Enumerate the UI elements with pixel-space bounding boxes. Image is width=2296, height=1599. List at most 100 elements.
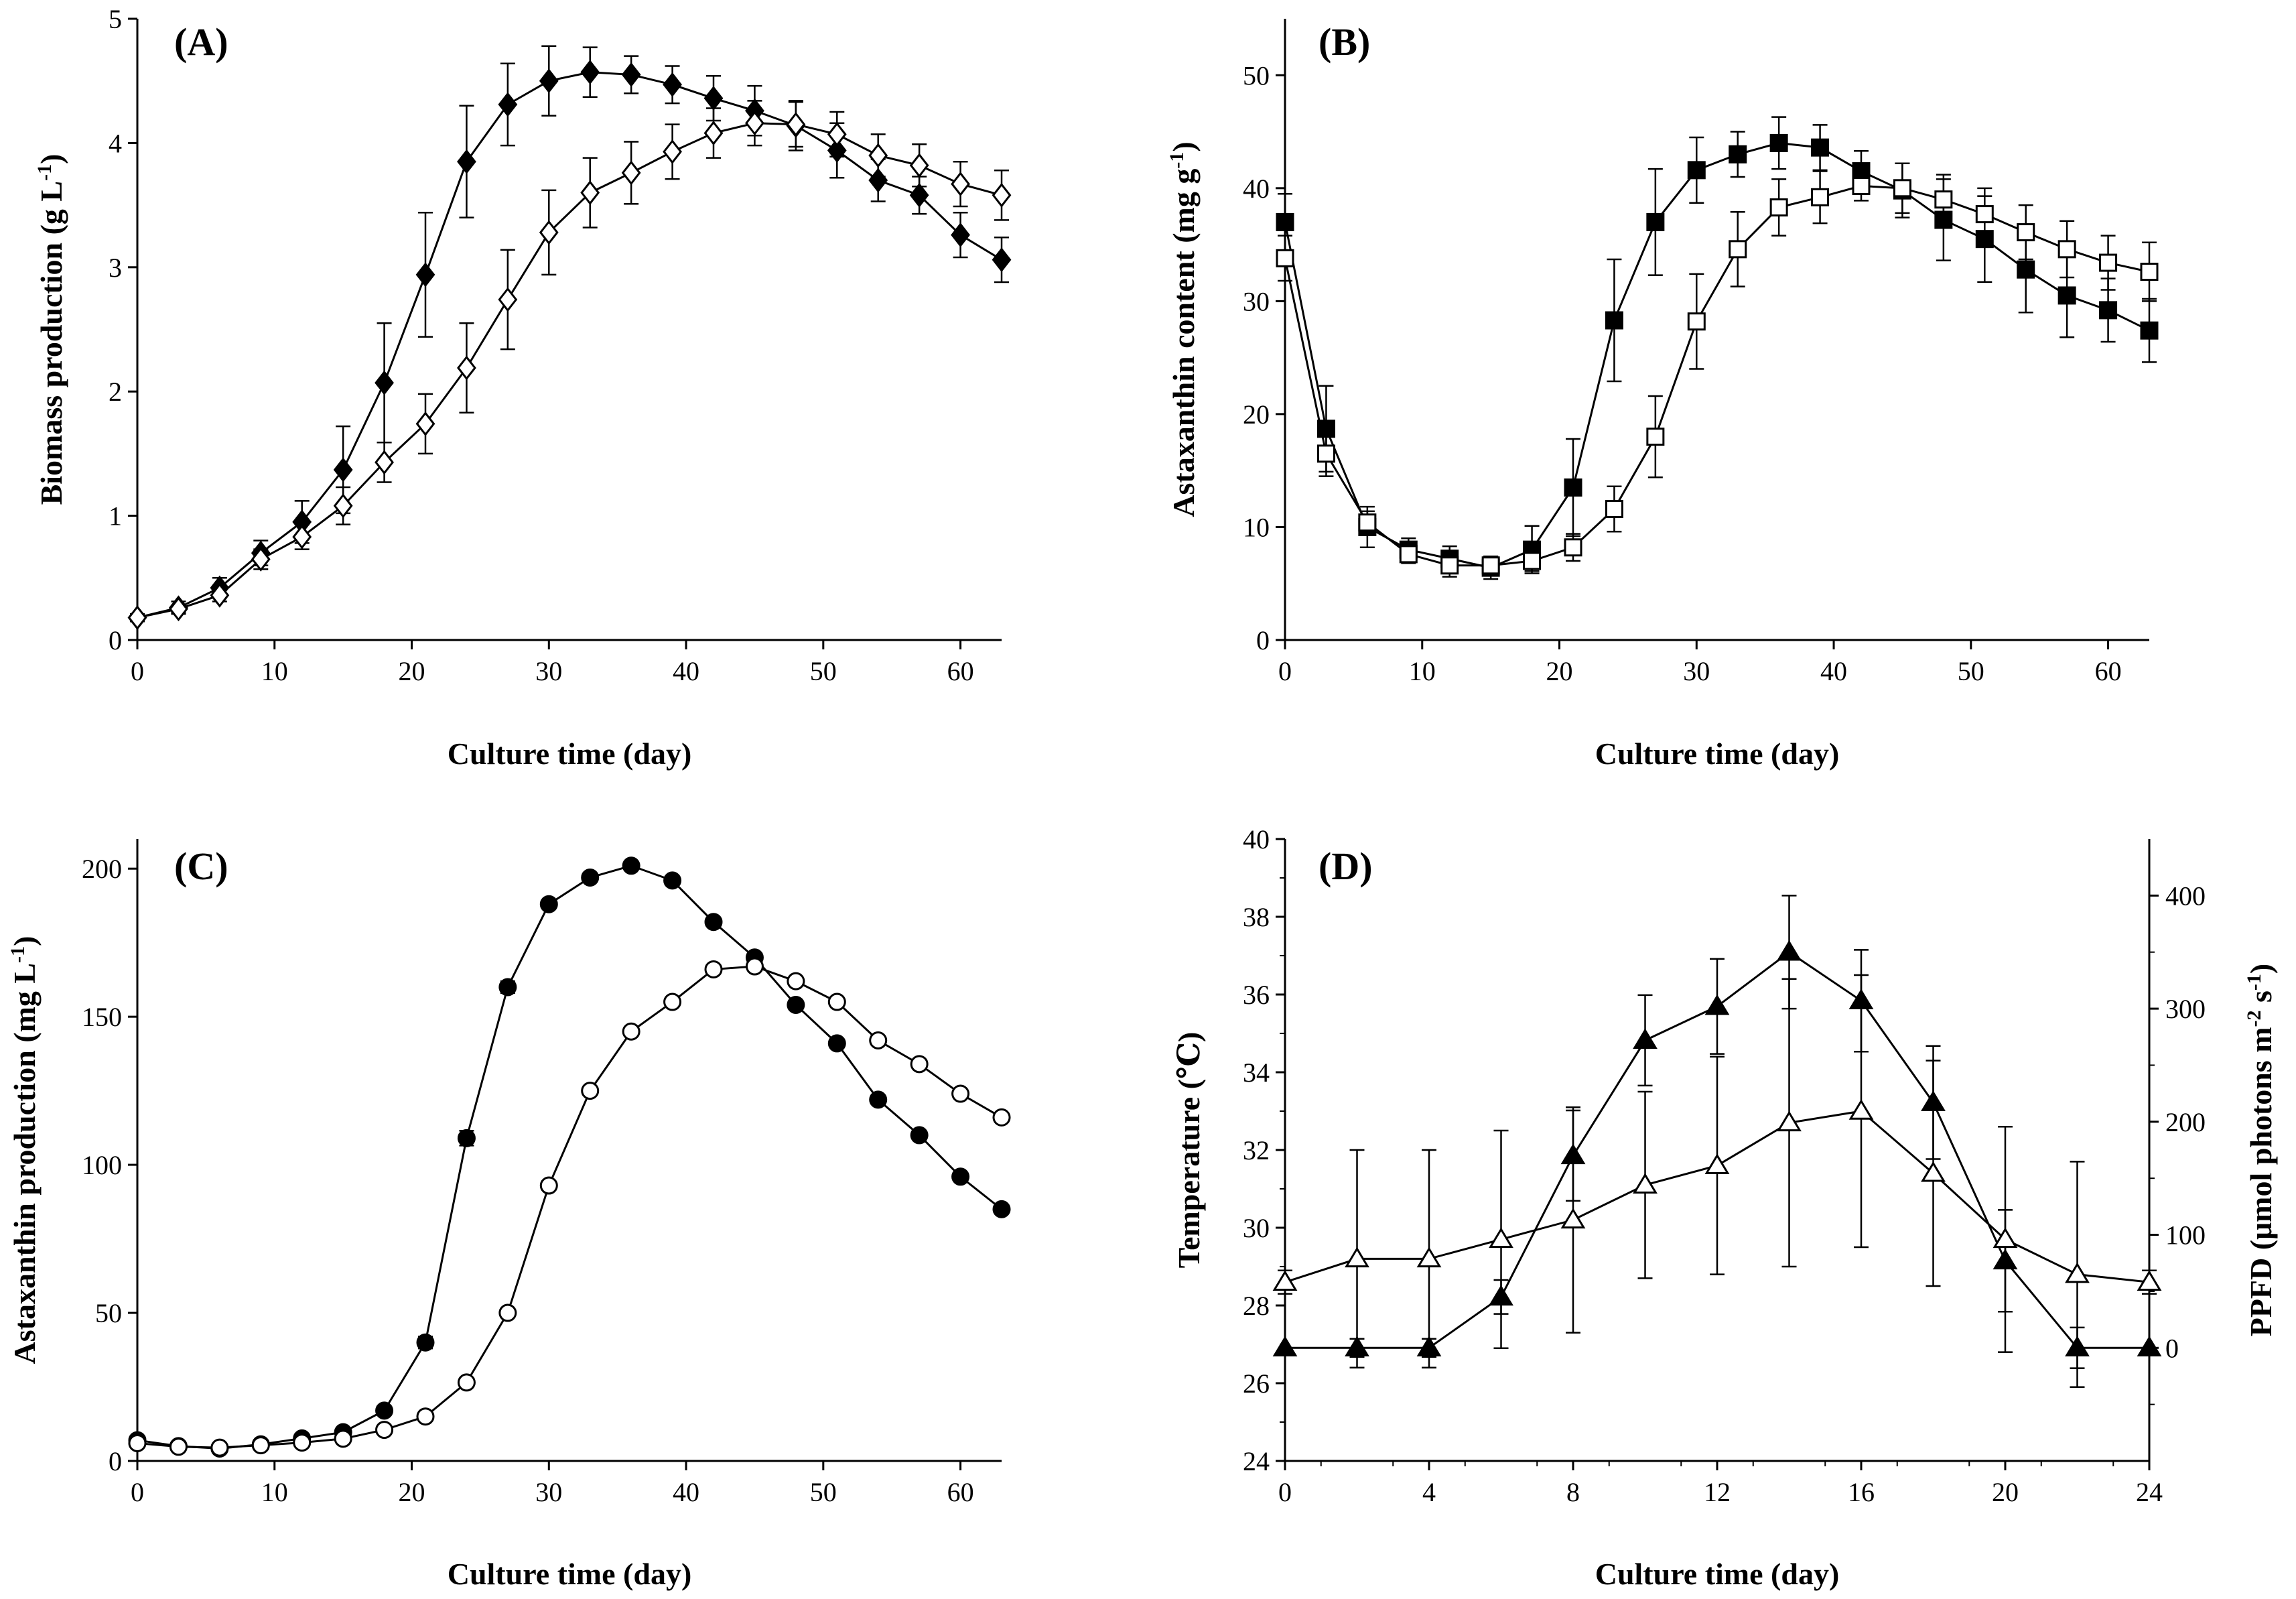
data-point — [663, 993, 682, 1011]
data-point — [539, 1176, 558, 1195]
data-point — [1272, 1336, 1298, 1357]
y-tick-label: 100 — [82, 1150, 122, 1180]
y-tick-label: 32 — [1243, 1135, 1270, 1165]
data-point — [498, 92, 518, 117]
data-point — [869, 1031, 888, 1049]
x-tick-label: 60 — [947, 1477, 974, 1507]
y-tick-label: 30 — [1243, 286, 1270, 316]
y2-tick-label: 0 — [2165, 1333, 2179, 1363]
data-point — [580, 60, 600, 85]
series-line — [1284, 184, 2150, 567]
x-tick-label: 50 — [810, 1477, 837, 1507]
data-point — [375, 1421, 394, 1440]
x-tick-label: 40 — [673, 1477, 699, 1507]
data-point — [1934, 190, 1953, 209]
data-point — [663, 72, 682, 97]
x-tick-label: 50 — [810, 656, 837, 686]
panel-label: (C) — [174, 844, 228, 888]
data-point — [1633, 1173, 1658, 1194]
data-point — [1687, 312, 1706, 331]
y-tick-label: 4 — [109, 128, 122, 158]
data-point — [2140, 321, 2159, 340]
y-tick-label: 34 — [1243, 1058, 1270, 1088]
data-point — [2099, 253, 2118, 272]
data-point — [992, 182, 1012, 208]
y-tick-label: 0 — [1256, 625, 1270, 655]
data-point — [1704, 1153, 1730, 1174]
panel-b-astaxanthin-content: 0 10 20 30 40 50 60 0 10 20 30 40 50 (B) Culture time … — [1166, 19, 2159, 771]
data-point — [1564, 538, 1582, 557]
data-point — [951, 1084, 970, 1103]
data-point — [622, 1022, 640, 1041]
data-point — [581, 868, 600, 887]
panel-c-astaxanthin-production: 0 10 20 30 40 50 60 0 50 100 150 200 (C) Culture time… — [7, 839, 1011, 1591]
x-tick-label: 16 — [1848, 1477, 1875, 1507]
data-point — [416, 1333, 435, 1352]
data-point — [292, 524, 312, 550]
panel-a-biomass-production: 0 10 20 30 40 50 60 0 1 2 3 4 5 (A) Culture time (day)… — [33, 4, 1012, 771]
x-tick-label: 20 — [399, 1477, 425, 1507]
data-point — [1605, 499, 1623, 518]
y2-tick-label: 100 — [2165, 1220, 2206, 1251]
data-point — [333, 493, 353, 519]
x-tick-label: 60 — [947, 656, 974, 686]
data-point — [498, 287, 518, 312]
data-point — [1399, 545, 1418, 564]
data-point — [251, 547, 271, 572]
x-tick-label: 8 — [1566, 1477, 1580, 1507]
data-point — [787, 995, 805, 1014]
data-point — [951, 172, 970, 197]
series-filled-diamond — [127, 45, 1012, 631]
y-tick-label: 50 — [1243, 60, 1270, 90]
x-tick-label: 60 — [2095, 656, 2122, 686]
y-tick-label: 26 — [1243, 1368, 1270, 1399]
series-line — [137, 865, 1002, 1450]
data-point — [827, 993, 846, 1011]
y-axis-title-main: Temperature (℃) — [1172, 1032, 1206, 1269]
y-tick-label: 3 — [109, 253, 122, 283]
y-axis-title: Temperature (℃) — [1172, 1032, 1206, 1269]
x-axis-title: Culture time (day) — [448, 1557, 692, 1591]
data-point — [745, 111, 764, 136]
data-point — [1893, 179, 1911, 198]
y2-axis-title-main: PPFD (μmol photons m — [2244, 1027, 2278, 1336]
data-point — [293, 1433, 312, 1452]
data-point — [457, 355, 476, 381]
data-point — [745, 957, 764, 976]
y-tick-label: 200 — [82, 854, 122, 884]
data-point — [1848, 1099, 1874, 1120]
data-point — [909, 182, 929, 208]
x-tick-label: 4 — [1422, 1477, 1436, 1507]
y2-axis-title-superscript: -2 — [2243, 1010, 2265, 1027]
data-point — [375, 370, 394, 395]
y-tick-label: 40 — [1243, 174, 1270, 204]
series-line — [137, 965, 1002, 1449]
data-point — [621, 62, 641, 87]
x-tick-label: 10 — [261, 656, 288, 686]
y-tick-label: 24 — [1243, 1446, 1270, 1476]
data-point — [1646, 428, 1665, 446]
data-point — [169, 596, 188, 622]
data-point — [375, 1401, 394, 1420]
x-tick-label: 50 — [1958, 656, 1984, 686]
y2-axis-title-tail: ) — [2244, 964, 2278, 974]
data-point — [1769, 133, 1788, 152]
data-point — [827, 121, 847, 147]
data-point — [1646, 212, 1665, 231]
y-axis-title-main: Astaxanthin content (mg g — [1166, 169, 1201, 517]
y-axis-title-tail: ) — [1166, 141, 1201, 151]
y2-axis-title-superscript: -1 — [2243, 974, 2265, 990]
data-point — [1852, 176, 1871, 195]
series-open-circle — [128, 957, 1011, 1457]
y2-tick-label: 400 — [2165, 881, 2206, 911]
data-point — [415, 411, 435, 436]
data-point — [2137, 1270, 2162, 1291]
x-tick-label: 20 — [399, 656, 425, 686]
data-point — [1316, 444, 1335, 463]
y-axis-title: Astaxanthin production (mg L-1) — [7, 936, 42, 1364]
y-tick-label: 10 — [1243, 512, 1270, 542]
data-point — [1729, 240, 1747, 259]
y-tick-label: 2 — [109, 377, 122, 407]
data-point — [2065, 1262, 2090, 1283]
x-tick-label: 40 — [1820, 656, 1847, 686]
